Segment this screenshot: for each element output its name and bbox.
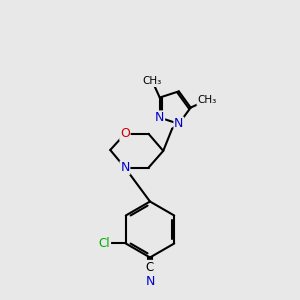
Text: N: N: [155, 111, 164, 124]
Text: N: N: [145, 274, 155, 287]
Text: O: O: [120, 127, 130, 140]
Text: N: N: [120, 161, 130, 174]
Text: CH₃: CH₃: [197, 95, 217, 105]
Text: C: C: [146, 260, 154, 274]
Text: N: N: [174, 117, 184, 130]
Text: Cl: Cl: [99, 237, 110, 250]
Text: CH₃: CH₃: [143, 76, 162, 86]
